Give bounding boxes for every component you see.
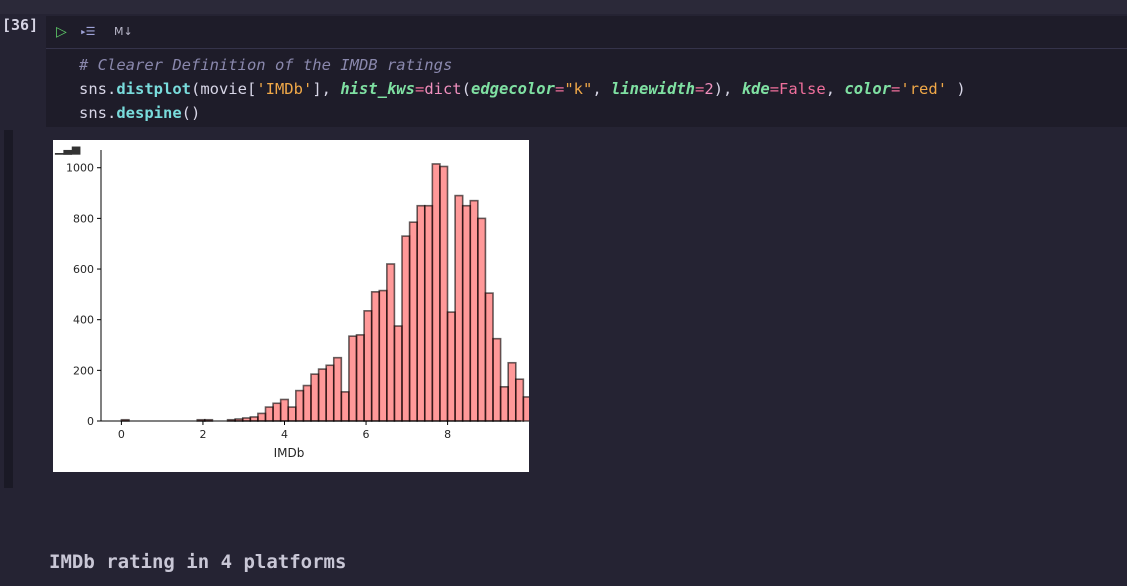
execution-count: [36] <box>2 16 39 34</box>
play-icon[interactable]: ▷ <box>56 24 67 40</box>
histogram-chart: 0 2 4 6 8 0 200 400 600 800 1000 IMDb <box>66 150 563 460</box>
histogram-bar <box>317 368 327 422</box>
histogram-bar <box>363 310 373 422</box>
y-tick-label: 800 <box>73 212 94 225</box>
histogram-bar <box>423 204 434 422</box>
y-tick-label: 600 <box>73 263 94 276</box>
histogram-bar <box>499 386 509 422</box>
code-editor[interactable]: # Clearer Definition of the IMDB ratings… <box>46 49 1127 127</box>
histogram-bar <box>348 335 358 422</box>
bar-chart-icon[interactable]: ▁▃▅ <box>55 142 81 155</box>
histogram-bar <box>522 396 532 422</box>
code-text[interactable]: # Clearer Definition of the IMDB ratings… <box>79 56 966 122</box>
histogram-bar <box>272 402 282 422</box>
markdown-heading: IMDb rating in 4 platforms <box>49 551 347 573</box>
histogram-bar <box>302 384 312 422</box>
histogram-bar <box>378 289 388 422</box>
y-tick-label: 200 <box>73 364 94 377</box>
histogram-bar <box>370 291 381 422</box>
histogram-bar <box>393 325 403 422</box>
histogram-bar <box>484 292 494 422</box>
output-collapse-bar[interactable] <box>4 130 13 488</box>
histogram-bar <box>355 334 365 422</box>
y-tick-label: 0 <box>87 415 94 428</box>
cell-toolbar: ▷ ▸☰ M↓ <box>46 16 1127 49</box>
x-tick-label: 8 <box>444 428 451 441</box>
histogram-bar <box>249 416 259 422</box>
histogram-bar <box>492 337 502 422</box>
code-comment: # Clearer Definition of the IMDB ratings <box>79 56 453 74</box>
x-tick-label: 6 <box>363 428 370 441</box>
histogram-output: 0 2 4 6 8 0 200 400 600 800 1000 IMDb ▁▃▅ <box>53 140 563 472</box>
run-below-icon[interactable]: ▸☰ <box>80 25 96 38</box>
histogram-bar <box>401 235 411 422</box>
histogram-bar <box>264 406 274 422</box>
histogram-bar <box>446 311 456 422</box>
y-tick-label: 400 <box>73 314 94 327</box>
histogram-bar <box>257 412 267 422</box>
x-tick-label: 4 <box>281 428 288 441</box>
histogram-bar <box>332 356 343 422</box>
previous-cell-strip <box>0 0 1127 14</box>
x-tick-label: 2 <box>199 428 206 441</box>
histogram-bar <box>431 163 441 422</box>
histogram-bar <box>461 204 472 422</box>
histogram-bar <box>416 204 426 422</box>
histogram-bar <box>514 378 525 422</box>
x-axis-label: IMDb <box>274 446 305 460</box>
histogram-bar <box>408 221 418 422</box>
histogram-bar <box>386 263 396 422</box>
histogram-bar <box>325 364 335 422</box>
histogram-bar <box>439 165 449 422</box>
markdown-toggle-button[interactable]: M↓ <box>114 25 133 38</box>
histogram-bar <box>454 194 464 422</box>
y-tick-label: 1000 <box>66 162 94 175</box>
histogram-bar <box>287 406 297 422</box>
histogram-bar <box>469 199 479 422</box>
histogram-bar <box>295 389 305 422</box>
histogram-bar <box>279 398 290 422</box>
x-tick-label: 0 <box>118 428 125 441</box>
histogram-bar <box>477 217 487 422</box>
histogram-bar <box>310 373 320 422</box>
histogram-bar <box>340 391 350 422</box>
histogram-bar <box>507 361 517 422</box>
